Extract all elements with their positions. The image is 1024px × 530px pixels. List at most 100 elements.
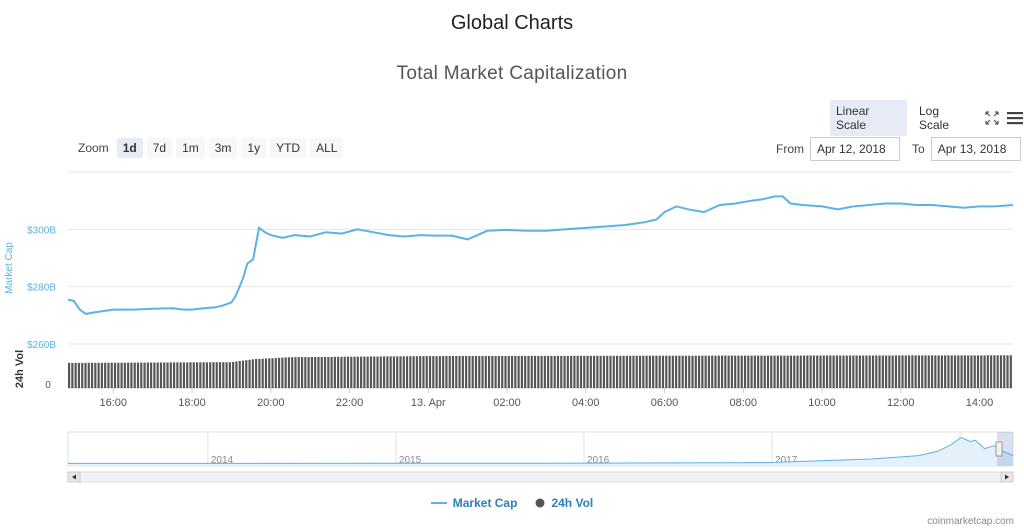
vol-bar (110, 362, 113, 388)
zoom-1y-button[interactable]: 1y (241, 138, 267, 158)
vol-bar (488, 356, 491, 388)
vol-bar (632, 355, 635, 388)
vol-bar (156, 362, 159, 388)
y-tick-label: $260B (27, 340, 56, 351)
vol-bar (150, 362, 153, 388)
menu-icon[interactable] (1006, 109, 1024, 127)
vol-bar (350, 356, 353, 388)
vol-bar (294, 357, 297, 388)
legend-24h-vol[interactable]: 24h Vol (535, 496, 593, 510)
vol-bar (714, 355, 717, 388)
vol-bar (930, 355, 934, 388)
vol-bar (550, 355, 553, 388)
vol-bar (514, 355, 517, 388)
vol-bar (202, 362, 205, 388)
vol-bar (638, 355, 642, 388)
zoom-1m-button[interactable]: 1m (176, 138, 205, 158)
vol-bar (169, 362, 172, 388)
vol-bar (678, 355, 681, 388)
vol-bar (140, 362, 143, 388)
vol-bar (130, 362, 133, 388)
vol-bar (796, 355, 799, 388)
vol-bar (993, 355, 996, 388)
vol-bar (809, 355, 812, 388)
vol-bar (583, 355, 586, 388)
legend-market-cap[interactable]: Market Cap (430, 496, 517, 510)
zoom-1d-button[interactable]: 1d (116, 138, 143, 158)
vol-bar (340, 356, 343, 388)
vol-bar (100, 362, 103, 388)
vol-bar (176, 362, 179, 388)
vol-bar (747, 355, 750, 388)
vol-bar (983, 355, 986, 388)
navigator-handle[interactable] (995, 441, 1003, 457)
vol-bar (438, 356, 441, 388)
zoom-ytd-button[interactable]: YTD (270, 138, 307, 158)
vol-bar (107, 362, 110, 388)
vol-bar (327, 356, 330, 388)
vol-bar (924, 355, 927, 388)
vol-bar (609, 355, 612, 388)
navigator-selection[interactable] (997, 432, 1013, 466)
vol-bar (980, 355, 983, 388)
vol-bar (599, 355, 602, 388)
vol-bar (405, 356, 409, 388)
vol-bar (507, 355, 510, 388)
vol-bar (415, 356, 418, 388)
x-tick-label: 04:00 (572, 397, 600, 409)
from-date-input[interactable] (810, 137, 900, 161)
vol-bar (786, 355, 789, 388)
vol-bar (573, 355, 576, 388)
vol-bar (465, 356, 468, 388)
vol-bar (537, 355, 540, 388)
vol-bar (346, 356, 350, 388)
vol-bar (645, 355, 648, 388)
zoom-3m-button[interactable]: 3m (208, 138, 238, 158)
vol-bar (875, 355, 878, 388)
scale-toggle-group: Linear Scale Log Scale (830, 100, 1024, 136)
vol-bar (602, 355, 606, 388)
vol-bar (963, 355, 966, 388)
vol-bar (593, 355, 596, 388)
vol-bar (760, 355, 763, 388)
vol-bar (481, 356, 484, 388)
vol-bar (888, 355, 891, 388)
vol-bar (268, 358, 271, 388)
vol-bar (330, 356, 333, 388)
vol-bar (173, 362, 176, 388)
vol-bar (947, 355, 950, 388)
vol-bar (163, 362, 166, 388)
vol-bar (684, 355, 688, 388)
vol-bar (839, 355, 842, 388)
scrollbar-track[interactable] (67, 471, 1014, 483)
vol-bar (960, 355, 963, 388)
vol-bar (707, 355, 711, 388)
vol-bar (803, 355, 806, 388)
vol-bar (474, 356, 478, 388)
vol-bar (885, 355, 888, 388)
vol-bar (179, 362, 182, 388)
vol-bar (389, 356, 392, 388)
zoom-7d-button[interactable]: 7d (146, 138, 173, 158)
vol-bar (235, 361, 238, 388)
vol-bar (750, 355, 753, 388)
vol-bar (908, 355, 911, 388)
zoom-all-button[interactable]: ALL (310, 138, 344, 158)
chart-title: Total Market Capitalization (396, 63, 628, 84)
navigator-year-label: 2016 (587, 455, 610, 466)
vol-bar (392, 356, 396, 388)
vol-bar (245, 360, 248, 388)
vol-bar (504, 356, 507, 388)
vol-bar (934, 355, 937, 388)
vol-bar (284, 357, 287, 388)
linear-scale-button[interactable]: Linear Scale (830, 100, 907, 136)
vol-bar (527, 355, 530, 388)
vol-bar (566, 355, 569, 388)
vol-bar (369, 356, 373, 388)
vol-bar (419, 356, 422, 388)
vol-bar (665, 355, 668, 388)
fullscreen-icon[interactable] (983, 109, 1001, 127)
log-scale-button[interactable]: Log Scale (918, 104, 949, 132)
to-date-input[interactable] (930, 137, 1021, 161)
vol-bar (734, 355, 737, 388)
